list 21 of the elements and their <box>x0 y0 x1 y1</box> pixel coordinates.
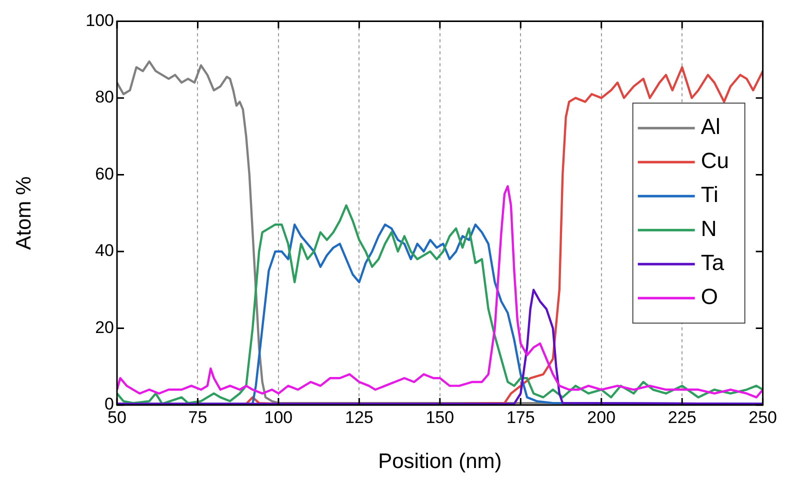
x-tick-label: 225 <box>668 408 696 427</box>
x-tick-label: 175 <box>506 408 535 427</box>
x-tick-label: 150 <box>426 408 454 427</box>
y-tick-label: 60 <box>95 164 114 184</box>
x-tick-label: 125 <box>344 408 374 427</box>
legend-label: Ta <box>700 250 725 276</box>
y-tick-label: 40 <box>95 241 114 260</box>
y-tick-label: 20 <box>95 318 114 337</box>
x-tick-label: 100 <box>264 408 293 427</box>
legend-label: O <box>700 284 718 310</box>
x-tick-label: 200 <box>587 408 616 427</box>
y-tick-label: 80 <box>95 88 114 107</box>
legend-label: Ti <box>700 182 718 208</box>
legend-label: Al <box>700 114 720 140</box>
x-tick-label: 250 <box>748 408 778 427</box>
x-axis-title: Position (nm) <box>378 450 502 474</box>
legend-label: N <box>700 216 717 242</box>
x-tick-label: 75 <box>188 408 208 427</box>
legend-label: Cu <box>700 148 729 174</box>
y-axis-title: Atom % <box>12 176 36 250</box>
y-tick-label: 100 <box>86 10 114 30</box>
